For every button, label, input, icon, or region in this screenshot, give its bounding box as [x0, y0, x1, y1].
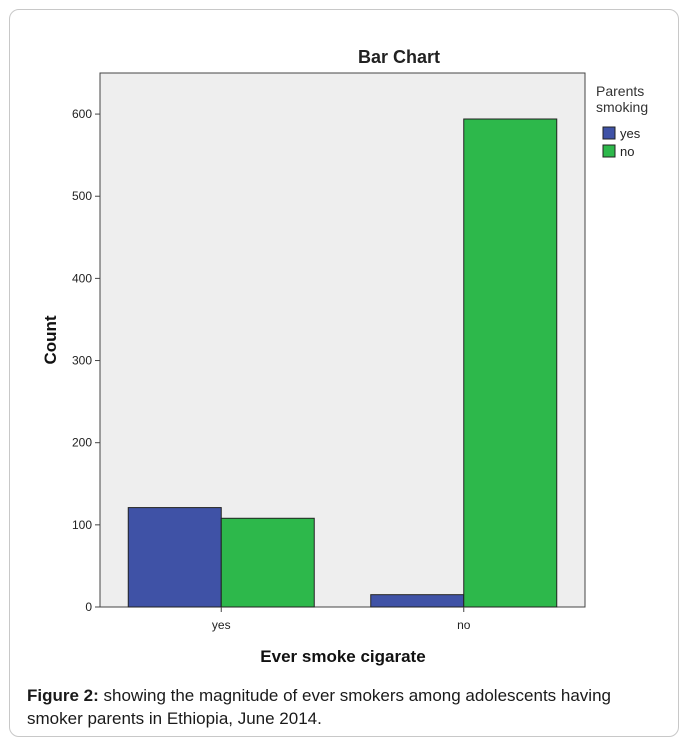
- legend-swatch-yes: [602, 126, 616, 140]
- chart-title: Bar Chart: [358, 47, 440, 67]
- x-axis-label: Ever smoke cigarate: [260, 647, 425, 666]
- bars: [127, 118, 558, 608]
- bar-yes-no: [220, 517, 315, 608]
- y-axis-label: Count: [41, 315, 60, 364]
- y-tick-label: 200: [72, 436, 92, 450]
- legend-swatch-no: [602, 144, 616, 158]
- caption-label: Figure 2:: [27, 686, 99, 705]
- y-tick-label: 500: [72, 189, 92, 203]
- y-tick-label: 600: [72, 107, 92, 121]
- y-tick-label: 300: [72, 354, 92, 368]
- legend-title: smoking: [596, 99, 648, 115]
- y-tick-label: 100: [72, 518, 92, 532]
- x-tick-label: no: [457, 618, 471, 632]
- figure-caption: Figure 2: showing the magnitude of ever …: [27, 684, 667, 730]
- legend-label-yes: yes: [620, 126, 641, 141]
- bar-yes-yes: [127, 507, 222, 608]
- bar-no-yes: [370, 594, 465, 608]
- caption-text: showing the magnitude of ever smokers am…: [27, 686, 611, 728]
- bar-no-no: [463, 118, 558, 608]
- x-axis: yes no: [212, 607, 471, 632]
- bar-chart: Bar Chart Count Ever smoke cigarate 0 100…: [41, 47, 648, 666]
- legend-title: Parents: [596, 83, 644, 99]
- y-tick-label: 400: [72, 271, 92, 285]
- legend-label-no: no: [620, 144, 634, 159]
- y-tick-label: 0: [85, 600, 92, 614]
- x-tick-label: yes: [212, 618, 231, 632]
- y-axis: 0 100 200 300 400 500 600: [72, 107, 100, 614]
